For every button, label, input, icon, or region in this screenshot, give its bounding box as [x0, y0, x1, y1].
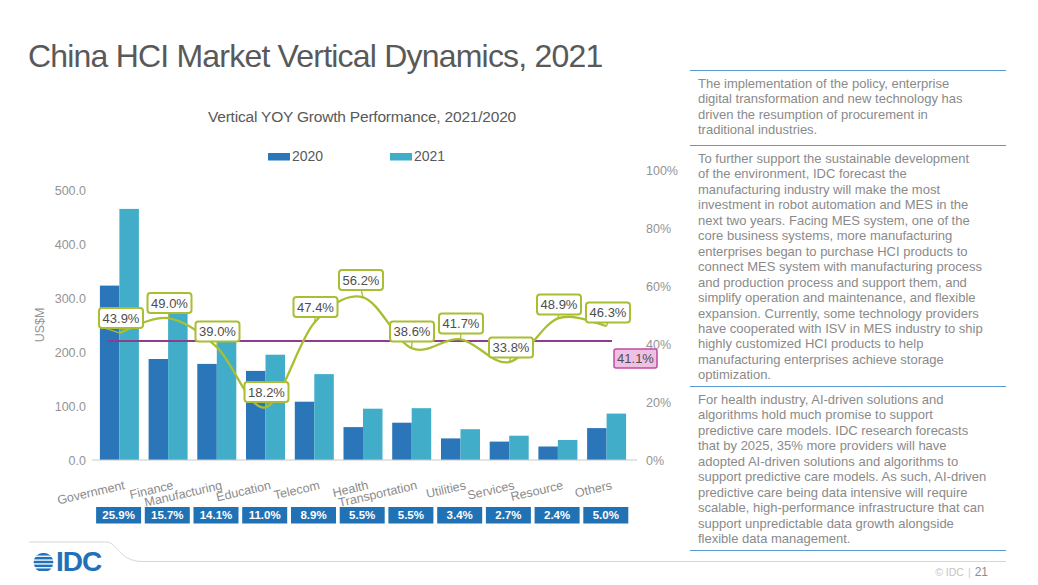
svg-text:2020: 2020: [292, 148, 323, 164]
svg-text:49.0%: 49.0%: [151, 296, 188, 311]
growth-label: 39.0%: [196, 322, 240, 342]
bar-2021-Utilities: [461, 429, 481, 460]
category-label: Education: [215, 478, 272, 504]
bar-line-chart: 500.0 400.0 300.0 200.0 100.0 0.0 US$M 100% 80% 6…: [0, 0, 690, 585]
category-label: Utilities: [425, 478, 467, 501]
svg-text:5.0%: 5.0%: [593, 509, 619, 521]
svg-text:3.4%: 3.4%: [447, 509, 473, 521]
bar-2021-Health: [363, 409, 383, 460]
svg-text:14.1%: 14.1%: [200, 509, 233, 521]
svg-text:18.2%: 18.2%: [248, 385, 285, 400]
left-axis-tick: 400.0: [55, 238, 86, 252]
right-axis-tick: 0%: [646, 454, 664, 468]
bar-2020-Health: [344, 427, 364, 460]
growth-label: 48.9%: [537, 295, 581, 315]
slide: China HCI Market Vertical Dynamics, 2021…: [0, 0, 1038, 585]
bar-2021-Others: [607, 414, 627, 460]
growth-label: 18.2%: [245, 382, 289, 402]
category-label: Resource: [509, 478, 564, 504]
left-axis-tick: 100.0: [55, 400, 86, 414]
growth-label: 47.4%: [294, 297, 338, 317]
left-axis-tick: 500.0: [55, 184, 86, 198]
svg-text:41.1%: 41.1%: [617, 351, 654, 366]
bar-2020-Transportation: [392, 423, 412, 460]
svg-text:41.7%: 41.7%: [443, 316, 480, 331]
commentary-section-3: For health industry, AI-driven solutions…: [690, 386, 1006, 551]
left-axis-tick: 300.0: [55, 292, 86, 306]
svg-text:25.9%: 25.9%: [102, 509, 135, 521]
legend: 2020 2021: [268, 148, 445, 164]
svg-text:8.9%: 8.9%: [300, 509, 326, 521]
right-axis-tick: 80%: [646, 222, 671, 236]
average-label: 41.1%: [614, 349, 657, 368]
commentary-section-2: To further support the sustainable devel…: [690, 145, 1006, 386]
bar-2020-Utilities: [441, 438, 461, 460]
y-axis-label: US$M: [33, 308, 47, 343]
page-number: 21: [975, 565, 988, 579]
svg-text:33.8%: 33.8%: [493, 340, 530, 355]
svg-text:5.5%: 5.5%: [398, 509, 424, 521]
commentary-paragraph: To further support the sustainable devel…: [698, 151, 1028, 383]
bar-2021-Education: [266, 355, 286, 460]
svg-text:2.7%: 2.7%: [495, 509, 521, 521]
svg-text:46.3%: 46.3%: [590, 305, 627, 320]
copyright: © IDC|21: [935, 565, 988, 579]
bar-2021-Government: [119, 209, 138, 460]
right-axis-tick: 60%: [646, 280, 671, 294]
bar-2020-Finance: [149, 359, 169, 460]
right-axis-tick: 20%: [646, 396, 671, 410]
svg-text:48.9%: 48.9%: [541, 297, 578, 312]
svg-text:56.2%: 56.2%: [343, 273, 380, 288]
bar-2021-Transportation: [412, 408, 432, 460]
left-axis-tick: 0.0: [69, 454, 86, 468]
svg-text:47.4%: 47.4%: [297, 300, 334, 315]
commentary-paragraph: For health industry, AI-driven solutions…: [698, 392, 1028, 547]
growth-label: 43.9%: [99, 308, 143, 328]
bar-2020-Manufacturing: [197, 364, 217, 460]
category-label: Government: [56, 478, 127, 507]
svg-text:2.4%: 2.4%: [544, 509, 570, 521]
bar-2021-Resource: [558, 440, 578, 460]
right-axis-tick: 100%: [646, 164, 678, 178]
bar-2020-Resource: [538, 447, 558, 461]
svg-text:43.9%: 43.9%: [103, 311, 140, 326]
svg-text:38.6%: 38.6%: [394, 324, 431, 339]
idc-logo-text: IDC: [56, 551, 101, 573]
bar-2020-Others: [587, 428, 607, 460]
svg-text:5.5%: 5.5%: [349, 509, 375, 521]
growth-label: 38.6%: [390, 322, 434, 342]
left-axis-tick: 200.0: [55, 346, 86, 360]
copyright-text: © IDC: [935, 566, 964, 578]
bar-2021-Finance: [168, 309, 188, 460]
commentary-section-1: The implementation of the policy, enterp…: [690, 70, 1006, 145]
svg-text:2021: 2021: [414, 148, 445, 164]
category-label: Others: [574, 478, 614, 500]
bar-2020-Telecom: [295, 402, 315, 460]
copyright-separator: |: [964, 566, 975, 578]
svg-text:15.7%: 15.7%: [151, 509, 184, 521]
growth-label: 56.2%: [339, 270, 383, 290]
svg-text:39.0%: 39.0%: [199, 324, 236, 339]
bar-2021-Manufacturing: [217, 327, 237, 460]
growth-label: 33.8%: [489, 338, 533, 358]
svg-text:11.0%: 11.0%: [249, 509, 281, 521]
bar-2020-Services: [490, 442, 510, 460]
idc-globe-icon: [33, 552, 54, 573]
growth-label: 46.3%: [586, 303, 630, 323]
commentary-paragraph: The implementation of the policy, enterp…: [698, 76, 1028, 138]
bar-2021-Telecom: [314, 374, 334, 460]
growth-label: 41.7%: [439, 314, 483, 334]
commentary-panel: The implementation of the policy, enterp…: [690, 70, 1006, 551]
category-label: Telecom: [272, 478, 321, 502]
share-row: 25.9% 15.7% 14.1% 11.0% 8.9% 5.5% 5.5% 3.4% 2.7%…: [96, 507, 628, 524]
growth-label: 49.0%: [148, 293, 192, 313]
footer-swoosh-line: [0, 535, 1038, 585]
bar-2021-Services: [509, 436, 529, 460]
idc-logo: IDC: [33, 551, 101, 573]
